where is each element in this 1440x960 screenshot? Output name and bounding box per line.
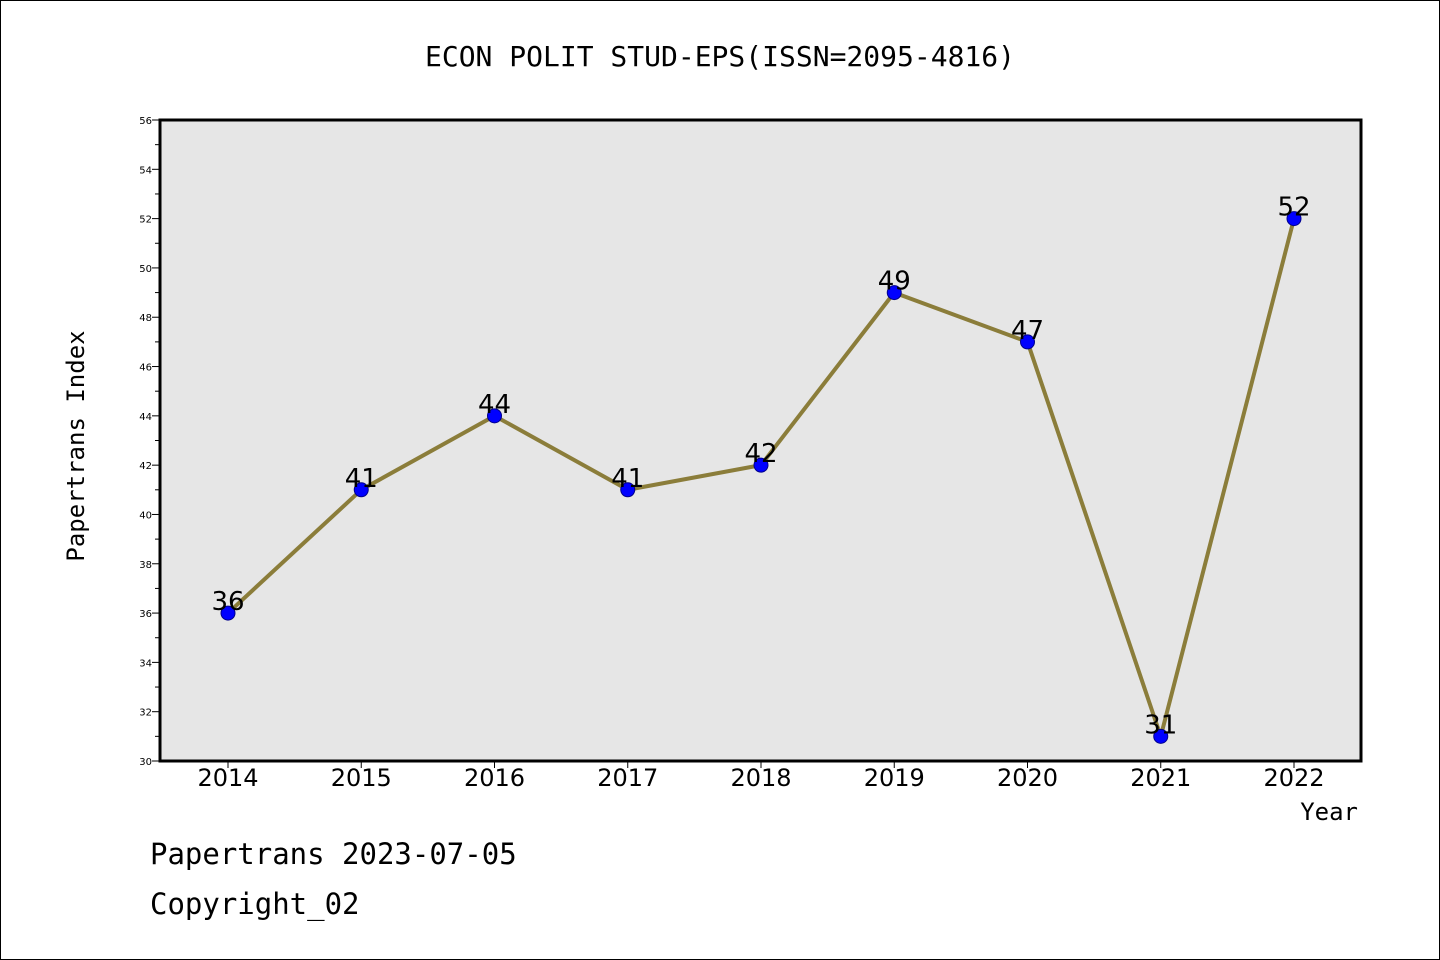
x-tick-label: 2021 — [1130, 764, 1191, 792]
data-label: 49 — [878, 267, 911, 297]
footer-copyright: Copyright_02 — [150, 887, 360, 922]
data-label: 41 — [345, 464, 378, 494]
data-point — [1286, 211, 1302, 227]
y-tick-label: 42 — [139, 461, 152, 472]
data-point — [753, 457, 769, 473]
y-tick-label: 38 — [139, 560, 152, 571]
data-label-layer: 36 41 44 41 42 49 47 31 52 — [211, 193, 1310, 741]
data-label: 52 — [1277, 193, 1310, 223]
y-axis-label: Papertrans Index — [62, 330, 90, 561]
data-point — [1153, 728, 1169, 744]
y-tick-label: 30 — [139, 757, 152, 768]
x-tick-label: 2018 — [730, 764, 791, 792]
chart-title: ECON POLIT STUD-EPS(ISSN=2095-4816) — [425, 40, 1015, 73]
y-tick-label: 32 — [139, 708, 152, 719]
x-axis: 2014 2015 2016 2017 2018 2019 2020 2021 2022 — [197, 761, 1325, 792]
y-tick-label: 54 — [139, 165, 152, 176]
y-tick-label: 36 — [139, 609, 152, 620]
x-tick-label: 2019 — [864, 764, 925, 792]
y-tick-label: 50 — [139, 264, 152, 275]
data-label: 41 — [611, 464, 644, 494]
y-tick-label: 56 — [139, 116, 152, 127]
y-tick-label: 34 — [139, 658, 152, 669]
x-tick-label: 2020 — [997, 764, 1058, 792]
data-label: 36 — [211, 587, 244, 617]
data-point — [353, 482, 369, 498]
data-label: 42 — [744, 439, 777, 469]
y-tick-label: 48 — [139, 313, 152, 324]
x-axis-label: Year — [1300, 798, 1358, 826]
x-tick-label: 2014 — [197, 764, 258, 792]
data-label: 31 — [1144, 710, 1177, 740]
data-point — [1020, 334, 1035, 350]
x-tick-label: 2017 — [597, 764, 658, 792]
data-point — [886, 285, 902, 301]
data-label: 47 — [1011, 316, 1044, 346]
series-layer — [220, 211, 1302, 744]
plot-area — [158, 118, 1363, 763]
y-axis: 30 32 34 36 38 40 42 44 46 48 50 52 54 56 — [139, 116, 160, 768]
x-tick-label: 2016 — [464, 764, 525, 792]
y-tick-label: 52 — [139, 215, 152, 226]
x-tick-label: 2015 — [331, 764, 392, 792]
data-point — [487, 408, 502, 424]
y-tick-label: 40 — [139, 510, 152, 521]
x-tick-label: 2022 — [1263, 764, 1324, 792]
y-tick-label: 46 — [139, 363, 152, 374]
footer-date: Papertrans 2023-07-05 — [150, 837, 517, 871]
data-point — [220, 605, 236, 621]
data-point — [620, 482, 636, 498]
y-tick-label: 44 — [139, 412, 152, 423]
data-label: 44 — [478, 390, 511, 420]
